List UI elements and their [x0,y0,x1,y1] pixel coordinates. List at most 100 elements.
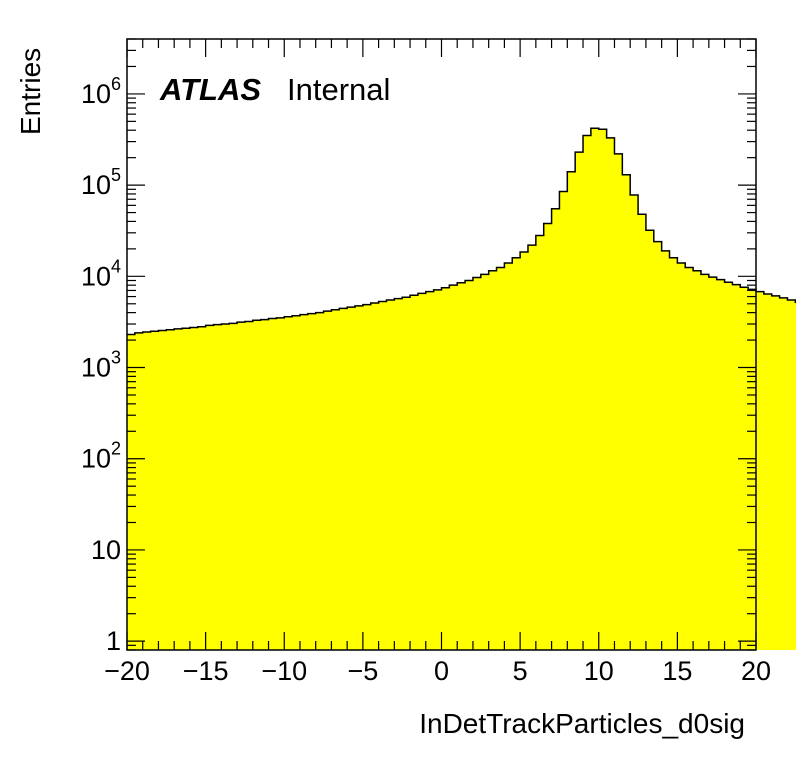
histogram-bin [268,318,277,650]
histogram-bin [583,135,592,651]
y-tick-label: 1 [106,626,121,656]
histogram-bin [205,325,215,650]
histogram-bin [645,230,655,651]
histogram-bin [488,270,498,650]
y-tick-label: 10 [91,535,121,565]
histogram-bin [504,263,513,650]
histogram-bin [669,257,678,650]
histogram-bin [630,194,639,650]
x-tick-label: 10 [584,656,614,686]
histogram-bin [244,321,254,650]
histogram-bin [339,308,348,650]
histogram-bin [410,295,419,650]
histogram-bin [472,277,482,650]
histogram-bin [150,331,160,650]
histogram-bin [638,214,647,650]
y-tick-labels: 1 10 102 103 104 105 106 [81,74,121,656]
histogram-bin [378,301,388,650]
x-tick-label: 0 [434,656,449,686]
histogram-bin [331,309,340,650]
histogram-bin [756,291,765,650]
histogram-bin [693,270,702,650]
histogram-bin [166,329,175,650]
histogram-bin [708,277,718,650]
histogram-bin [740,287,749,650]
histogram-bin [221,324,230,650]
histogram-bin [292,315,301,650]
histogram-bin [197,326,207,650]
histogram-bin [189,327,199,650]
histogram-bin [480,274,490,650]
histogram-outline [127,127,796,336]
histogram-bin [543,223,553,651]
y-tick-label: 103 [81,348,121,383]
histogram-bin [520,251,529,650]
histogram-bin [127,334,136,650]
histogram-bin [370,303,380,650]
x-tick-label: −20 [104,656,150,686]
x-tick-label: −15 [183,656,229,686]
histogram-bin [433,289,443,650]
histogram-bin [158,330,167,650]
histogram-bin [535,235,545,650]
histogram-bin [606,137,616,650]
histogram-bin [732,284,741,650]
histogram-bin [559,191,568,650]
histogram-bin [237,322,246,650]
histogram-bin [590,128,600,651]
histogram-bin [614,153,623,650]
histogram-bin [323,311,333,650]
histogram-bin [677,263,686,650]
histogram-bin [134,332,144,650]
x-tick-label: 5 [513,656,528,686]
x-axis-title: InDetTrackParticles_d0sig [419,708,745,739]
status-label: Internal [287,72,390,107]
y-tick-label: 104 [81,256,121,291]
histogram-bin [748,289,757,650]
histogram-bin [787,300,796,650]
histogram-bin [653,241,663,650]
histogram-bin [417,293,427,650]
histogram-bin [284,316,293,650]
x-tick-labels: −20 −15 −10 −5 0 5 10 15 20 [104,656,771,686]
histogram-bin [276,317,285,650]
y-tick-label: 105 [81,165,121,200]
x-tick-label: −10 [261,656,307,686]
histogram-bin [700,274,710,650]
histogram-bin [347,307,356,650]
x-tick-label: 15 [662,656,692,686]
histogram-bin [252,320,262,650]
histogram-bin [229,323,238,650]
histogram-bin [598,129,608,650]
histogram-bin [441,287,450,650]
y-tick-label: 106 [81,74,121,109]
histogram-bin [402,297,411,650]
x-tick-label: 20 [741,656,771,686]
histogram-bin [260,319,270,650]
histogram-bin [307,313,317,650]
histogram-bin [622,174,631,651]
histogram-bin [457,282,466,650]
histogram-bin [724,282,734,650]
histogram-bin [362,304,372,650]
histogram-bin [567,171,576,650]
histogram-bin [512,257,521,650]
histogram-bin [661,250,671,651]
histogram-bin [779,297,789,650]
y-tick-label: 102 [81,439,121,474]
histogram-bin [355,305,364,650]
histogram-bin [496,267,505,650]
histogram-bin [142,332,152,650]
histogram-bin [771,295,781,650]
y-axis-title: Entries [15,48,46,135]
histogram-bin [386,300,395,650]
axis-ticks [126,38,757,651]
histogram-bin [425,291,435,650]
histogram-bin [449,285,458,650]
histogram-bars [127,128,796,651]
histogram-bin [394,298,403,650]
histogram-bin [551,208,561,650]
x-tick-label: −5 [347,656,378,686]
histogram-bin [575,152,584,650]
